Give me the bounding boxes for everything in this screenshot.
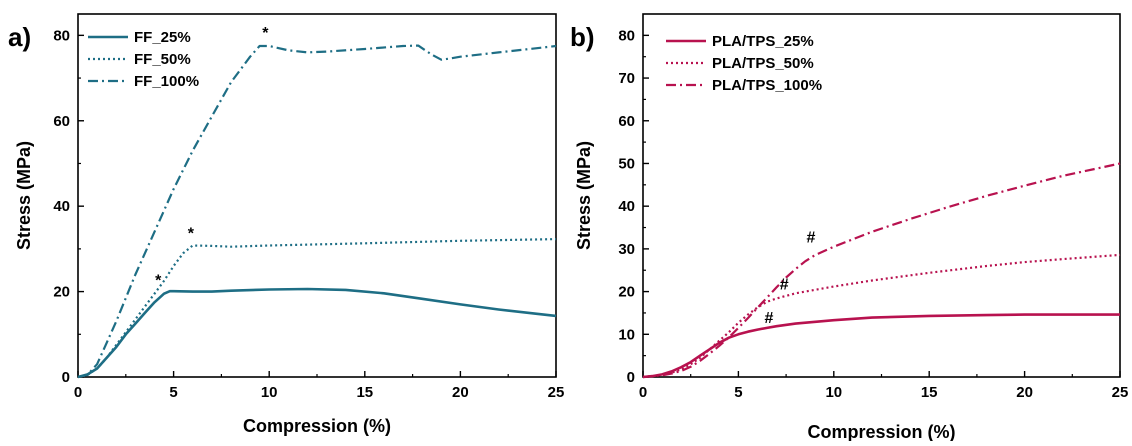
series-line-3 xyxy=(77,44,557,379)
annotation-marker: * xyxy=(262,25,269,42)
x-tick-label: 15 xyxy=(921,384,938,401)
panel-label: b) xyxy=(570,22,595,52)
y-axis-label: Stress (MPa) xyxy=(14,141,34,250)
y-tick-label: 30 xyxy=(618,241,635,258)
y-tick-label: 50 xyxy=(618,155,635,172)
panel-label: a) xyxy=(8,22,31,52)
x-tick-label: 10 xyxy=(825,384,842,401)
x-tick-label: 15 xyxy=(356,384,373,401)
y-tick-label: 10 xyxy=(618,326,635,343)
y-axis-label: Stress (MPa) xyxy=(574,141,594,250)
y-tick-label: 80 xyxy=(618,27,635,44)
x-tick-label: 20 xyxy=(452,384,469,401)
legend-label: FF_100% xyxy=(134,73,199,90)
y-tick-label: 40 xyxy=(53,198,70,215)
legend-label: FF_25% xyxy=(134,29,191,46)
y-tick-label: 40 xyxy=(618,198,635,215)
legend-label: PLA/TPS_100% xyxy=(712,77,822,94)
y-tick-label: 20 xyxy=(618,284,635,301)
y-tick-label: 0 xyxy=(62,369,70,386)
plot-frame xyxy=(77,13,557,378)
x-tick-label: 20 xyxy=(1016,384,1033,401)
annotation-marker: # xyxy=(764,310,773,327)
y-tick-label: 60 xyxy=(618,113,635,130)
x-tick-label: 10 xyxy=(261,384,278,401)
y-tick-label: 60 xyxy=(53,113,70,130)
y-tick-label: 70 xyxy=(618,70,635,87)
x-tick-label: 5 xyxy=(169,384,177,401)
legend-label: PLA/TPS_25% xyxy=(712,33,814,50)
series-line-3 xyxy=(642,162,1121,379)
series-line-2 xyxy=(77,238,557,379)
series-line-2 xyxy=(642,253,1121,379)
x-axis-label: Compression (%) xyxy=(243,416,391,436)
y-tick-label: 80 xyxy=(53,27,70,44)
annotation-marker: * xyxy=(155,272,162,289)
x-tick-label: 5 xyxy=(734,384,742,401)
y-tick-label: 0 xyxy=(627,369,635,386)
annotation-marker: * xyxy=(188,225,195,242)
annotation-marker: # xyxy=(780,277,789,294)
panel-b: 0 5 10 15 20 25 0 10 20 30 40 50 60 70 80 Compression (… xyxy=(570,13,1129,442)
series-line-1 xyxy=(642,313,1120,379)
y-tick-label: 20 xyxy=(53,284,70,301)
legend-label: FF_50% xyxy=(134,51,191,68)
x-axis-label: Compression (%) xyxy=(807,422,955,441)
x-tick-label: 25 xyxy=(548,384,565,401)
legend-label: PLA/TPS_50% xyxy=(712,55,814,72)
panel-a: 0 5 10 15 20 25 0 20 40 60 80 Compression (%) Stress… xyxy=(8,13,565,436)
series-line-1 xyxy=(77,287,557,379)
x-tick-label: 0 xyxy=(639,384,647,401)
x-tick-label: 0 xyxy=(74,384,82,401)
annotation-marker: # xyxy=(806,230,815,247)
x-tick-label: 25 xyxy=(1112,384,1129,401)
